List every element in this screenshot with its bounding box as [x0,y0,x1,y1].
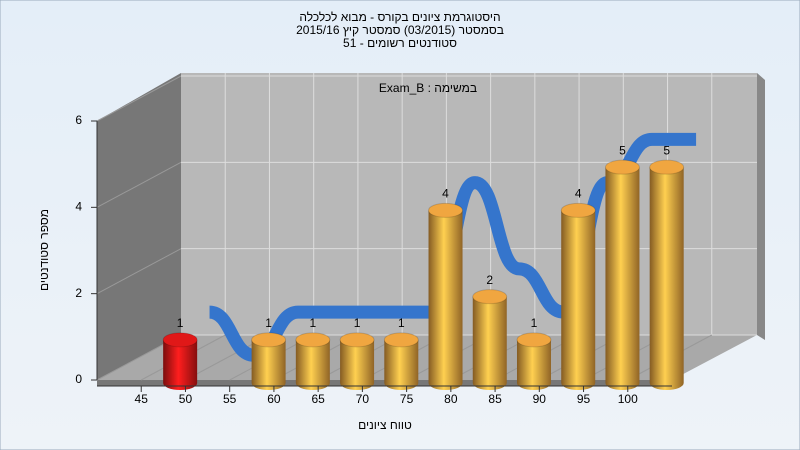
bar-top [604,159,640,175]
x-axis-label: טווח ציונים [358,418,412,432]
bar-body [472,296,507,390]
bar-body [295,339,330,390]
x-tick-label: 75 [400,392,414,406]
value-label: 4 [442,187,449,201]
x-tick-label: 45 [135,392,149,406]
bar-body [561,210,596,390]
bar [560,202,596,390]
bar-top [428,202,464,218]
bar-body [605,167,640,390]
chart-title: היסטוגרמת ציונים בקורס - מבוא לכלכלה [299,10,500,24]
chart-subtitle: סטודנטים רשומים - 51 [343,36,457,50]
bar-body [428,210,463,390]
value-label: 2 [486,273,493,287]
y-tick-label: 0 [75,372,82,386]
bar [251,332,287,390]
x-tick-label: 70 [356,392,370,406]
x-tick-label: 55 [223,392,237,406]
bar [295,332,331,390]
annotation: Exam_B : במשימה [379,81,477,95]
bar-body [163,339,198,390]
grid-line [96,75,182,122]
value-label: 1 [354,316,361,330]
wall-edge [757,73,765,340]
value-label: 1 [309,316,316,330]
grid-line [96,161,182,208]
bar-body [340,339,375,390]
left-wall [97,73,181,380]
bar-top [162,332,198,348]
bar-body [384,339,419,390]
y-tick-label: 2 [75,286,82,300]
value-label: 1 [398,316,405,330]
x-tick-label: 80 [444,392,458,406]
bar-top [560,202,596,218]
y-tick-label: 6 [75,113,82,127]
bar [472,289,508,390]
bar [649,159,685,390]
value-label: 5 [663,143,670,157]
bar-top [295,332,331,348]
value-label: 4 [575,187,582,201]
bar-top [649,159,685,175]
bar-top [251,332,287,348]
y-tick-label: 4 [75,200,82,214]
bar-top [339,332,375,348]
x-tick-label: 60 [267,392,281,406]
x-tick-label: 65 [311,392,325,406]
bar-top [472,289,508,305]
x-tick-label: 85 [488,392,502,406]
x-tick-label: 90 [533,392,547,406]
bar [339,332,375,390]
x-tick-label: 95 [577,392,591,406]
bar-body [649,167,684,390]
bar-top [516,332,552,348]
value-label: 1 [177,316,184,330]
x-tick-label: 100 [618,392,638,406]
y-axis-label: מספר סטודנטים [37,209,51,291]
chart-subtitle: בסמסטר (03/2015) סמסטר קיץ 2015/16 [296,23,504,37]
value-label: 1 [531,316,538,330]
bar [604,159,640,390]
bar [162,332,198,390]
bar-top [383,332,419,348]
value-label: 1 [265,316,272,330]
bar [383,332,419,390]
x-tick-label: 50 [179,392,193,406]
value-label: 5 [619,143,626,157]
bar [516,332,552,390]
bar-body [516,339,551,390]
bar-body [251,339,286,390]
grid-line [96,248,182,295]
bar [428,202,464,390]
